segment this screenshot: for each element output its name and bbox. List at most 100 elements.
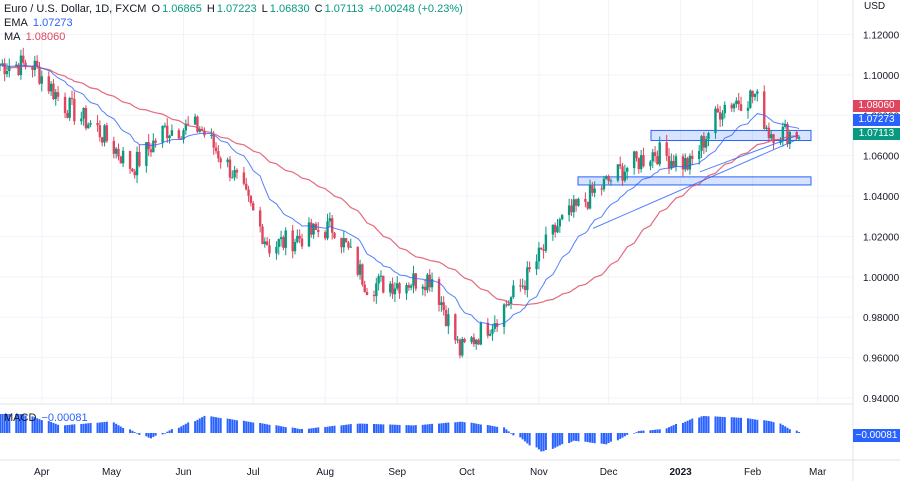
macd-histogram <box>0 414 801 452</box>
candle-body <box>372 295 376 297</box>
candle-body <box>551 224 555 235</box>
candle-body <box>707 133 710 140</box>
candle-body <box>258 210 262 227</box>
macd-bar <box>414 425 417 433</box>
candle-body <box>233 170 236 178</box>
candle-body <box>391 283 394 295</box>
macd-bar <box>607 433 610 443</box>
macd-bar <box>282 426 285 433</box>
candle-body <box>421 286 424 289</box>
candle-body <box>89 123 92 125</box>
macd-bar <box>505 429 508 433</box>
candle-body <box>347 242 350 248</box>
macd-bar <box>133 432 136 433</box>
candle-body <box>714 108 717 134</box>
candle-body <box>405 285 408 294</box>
macd-bar <box>66 425 69 433</box>
macd-bar <box>479 424 482 433</box>
macd-bar <box>40 420 43 433</box>
macd-bar <box>503 427 506 433</box>
macd-bar <box>366 423 369 433</box>
candle-body <box>328 218 332 222</box>
candle-body <box>5 70 9 75</box>
candle-body <box>665 142 668 156</box>
macd-bar <box>47 421 50 433</box>
y-tick-label: 0.94000 <box>863 394 900 405</box>
macd-bar <box>723 417 726 433</box>
macd-bar <box>182 425 185 433</box>
macd-bar <box>542 433 545 452</box>
candle-body <box>166 125 169 139</box>
candle-body <box>639 155 643 170</box>
candle-body <box>609 180 613 182</box>
macd-bar <box>798 432 801 433</box>
macd-bar <box>228 419 231 433</box>
macd-bar <box>558 433 561 446</box>
candle-body <box>523 285 527 291</box>
candle-body <box>681 156 685 170</box>
x-tick-label: Apr <box>34 467 50 478</box>
candle-body <box>426 274 429 291</box>
candle-body <box>56 92 60 97</box>
macd-bar <box>456 422 459 433</box>
macd-bar <box>737 417 740 433</box>
candle-body <box>505 304 508 306</box>
macd-bar <box>665 428 668 433</box>
candle-body <box>326 221 329 239</box>
macd-bar <box>198 418 201 433</box>
candle-body <box>691 155 694 160</box>
candle-body <box>252 203 255 211</box>
candle-body <box>463 338 466 342</box>
candle-body <box>472 337 476 345</box>
macd-bar <box>786 427 789 433</box>
macd-bar <box>716 416 719 433</box>
macd-bar <box>507 431 510 433</box>
candle-body <box>219 158 222 163</box>
candle-body <box>307 222 311 247</box>
x-tick-label: Oct <box>459 467 475 478</box>
candle-body <box>442 302 445 311</box>
candle-body <box>632 151 636 169</box>
macd-bar <box>730 417 733 433</box>
candle-body <box>340 237 343 248</box>
macd-bar <box>231 419 234 433</box>
candle-body <box>512 285 515 298</box>
macd-bar <box>259 422 262 433</box>
candle-body <box>19 55 23 76</box>
close-label: C <box>314 3 323 15</box>
macd-bar <box>721 416 724 433</box>
candle-body <box>54 92 57 100</box>
candle-body <box>593 188 596 193</box>
candle-body <box>688 155 692 170</box>
trend-line <box>699 135 798 173</box>
candle-body <box>154 140 157 143</box>
macd-bar <box>149 433 152 439</box>
macd-bar <box>291 427 294 433</box>
candle-body <box>217 151 220 159</box>
macd-bar <box>117 425 120 433</box>
macd-bar <box>619 433 622 439</box>
macd-bar <box>602 433 605 445</box>
macd-bar <box>489 425 492 433</box>
candle-body <box>377 276 380 284</box>
candle-body <box>672 160 675 167</box>
candle-body <box>263 241 267 245</box>
macd-bar <box>740 417 743 433</box>
macd-bar <box>212 416 215 433</box>
candle-body <box>3 63 6 75</box>
macd-bar <box>263 423 266 433</box>
macd-bar <box>642 430 645 433</box>
candle-body <box>49 83 53 92</box>
ma-price-label: 1.08060 <box>853 100 900 112</box>
candle-body <box>300 238 304 247</box>
candle-body <box>184 123 188 131</box>
macd-bar <box>103 421 106 433</box>
macd-bar <box>8 414 11 433</box>
macd-bar <box>705 416 708 433</box>
macd-bar <box>275 425 278 433</box>
macd-bar <box>781 424 784 433</box>
time-axis: Apr May Jun Jul Aug Sep Oct Nov Dec 2023 Feb Mar <box>34 467 827 478</box>
macd-bar <box>609 433 612 442</box>
candle-body <box>591 184 594 193</box>
